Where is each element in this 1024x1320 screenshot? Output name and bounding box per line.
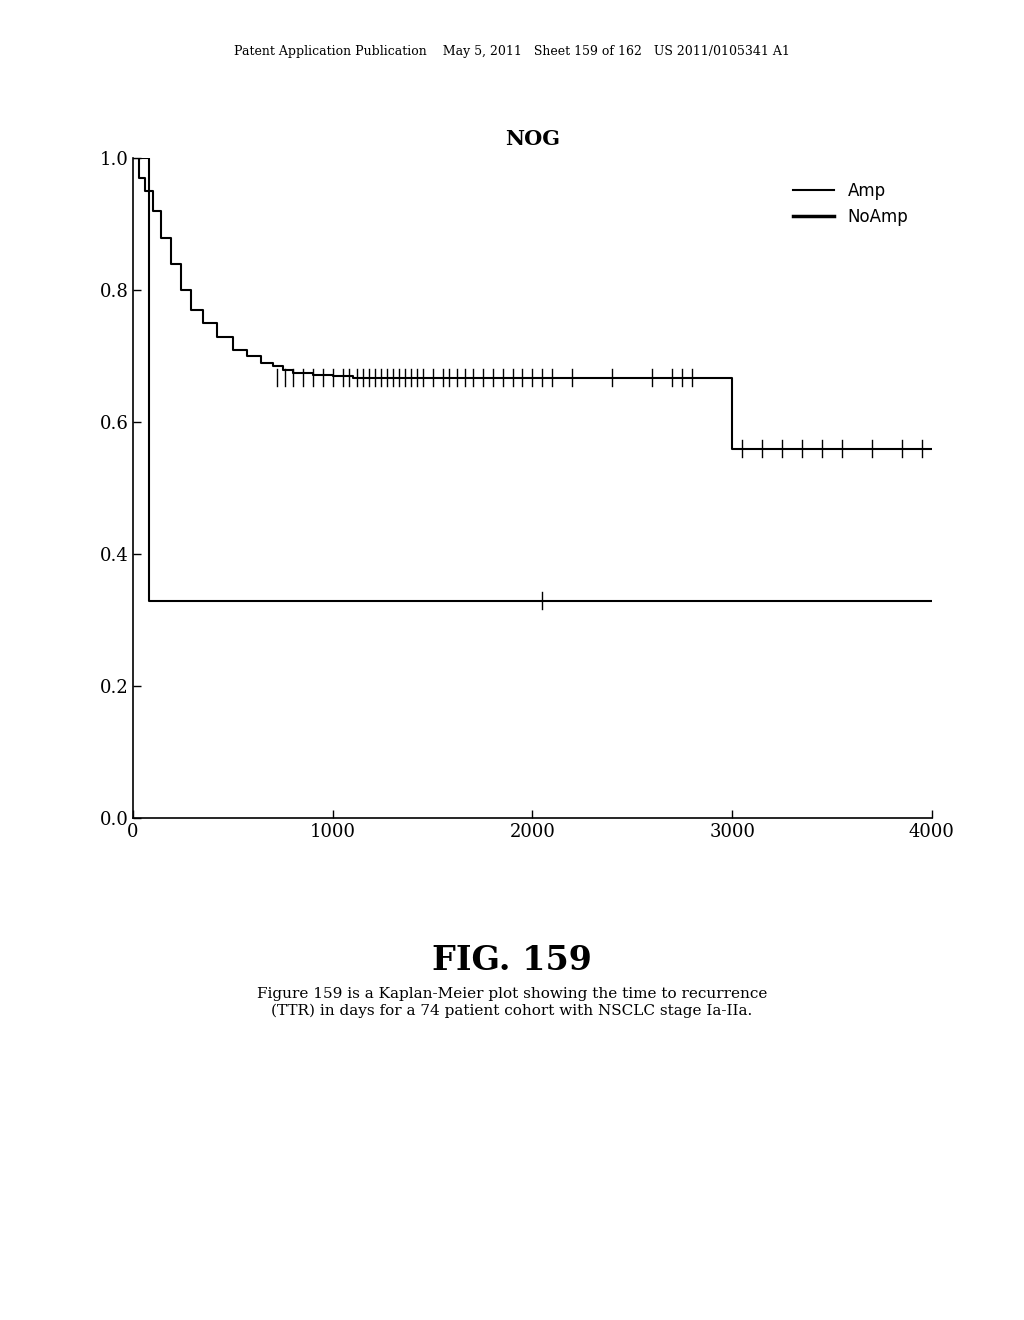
NoAmp — [726, 441, 738, 457]
NoAmp — [133, 170, 145, 186]
NoAmp — [227, 342, 240, 358]
NoAmp — [486, 370, 499, 385]
NoAmp — [627, 370, 639, 385]
Line: Amp: Amp — [133, 158, 932, 601]
NoAmp — [175, 282, 187, 298]
NoAmp — [241, 348, 253, 364]
NoAmp — [547, 370, 559, 385]
NoAmp — [586, 370, 598, 385]
NoAmp — [139, 183, 152, 199]
Amp — [127, 150, 139, 166]
NoAmp — [197, 315, 209, 331]
Title: NOG: NOG — [505, 128, 560, 149]
NoAmp — [155, 230, 167, 246]
NoAmp — [507, 370, 519, 385]
NoAmp — [287, 366, 299, 381]
NoAmp — [716, 370, 728, 385]
NoAmp — [346, 370, 359, 385]
NoAmp — [307, 367, 319, 383]
NoAmp — [407, 370, 419, 385]
NoAmp — [707, 370, 719, 385]
NoAmp — [165, 256, 177, 272]
NoAmp — [211, 329, 223, 345]
NoAmp — [185, 302, 198, 318]
NoAmp — [446, 370, 459, 385]
Line: NoAmp: NoAmp — [133, 158, 932, 449]
NoAmp — [646, 370, 658, 385]
NoAmp — [926, 441, 938, 457]
Legend: Amp, NoAmp: Amp, NoAmp — [786, 176, 915, 232]
NoAmp — [367, 370, 379, 385]
NoAmp — [255, 355, 267, 371]
NoAmp — [387, 370, 399, 385]
NoAmp — [147, 203, 160, 219]
Text: Figure 159 is a Kaplan-Meier plot showing the time to recurrence
(TTR) in days f: Figure 159 is a Kaplan-Meier plot showin… — [257, 987, 767, 1018]
NoAmp — [606, 370, 618, 385]
NoAmp — [667, 370, 679, 385]
NoAmp — [427, 370, 439, 385]
Text: Patent Application Publication    May 5, 2011   Sheet 159 of 162   US 2011/01053: Patent Application Publication May 5, 20… — [234, 45, 790, 58]
NoAmp — [266, 358, 279, 375]
NoAmp — [127, 150, 139, 166]
Amp — [926, 593, 938, 609]
NoAmp — [467, 370, 479, 385]
Amp — [143, 593, 156, 609]
NoAmp — [566, 370, 579, 385]
NoAmp — [526, 370, 539, 385]
Amp — [537, 593, 549, 609]
NoAmp — [327, 368, 339, 384]
NoAmp — [686, 370, 698, 385]
NoAmp — [276, 362, 289, 378]
Text: FIG. 159: FIG. 159 — [432, 944, 592, 977]
